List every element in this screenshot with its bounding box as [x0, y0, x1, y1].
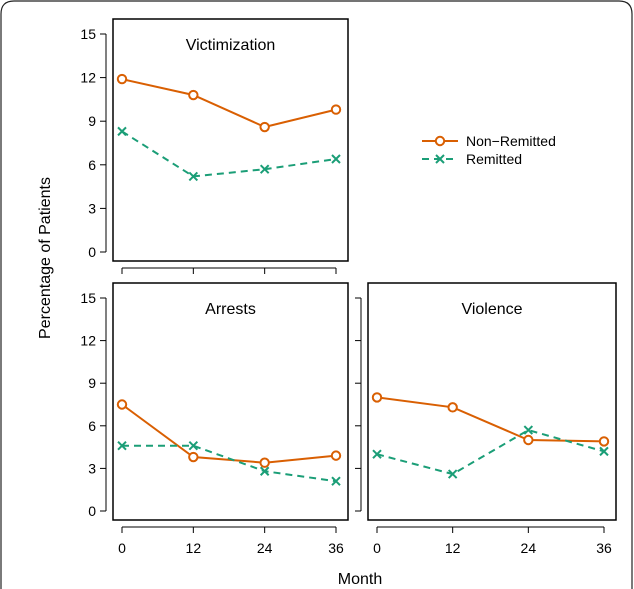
arrests-series-non-remitted [116, 399, 342, 468]
arrests-y-tick-label: 12 [80, 333, 96, 349]
arrests-point-remitted [188, 440, 199, 451]
arrests-point-remitted [331, 476, 341, 486]
arrests-point-remitted [117, 440, 127, 451]
victimization-point-remitted [331, 154, 341, 164]
victimization-title: Victimization [186, 37, 276, 54]
violence-point-non-remitted [371, 392, 383, 403]
victimization-point-non-remitted [116, 73, 128, 85]
arrests-line-remitted [122, 444, 337, 483]
arrests-y-tick-label: 15 [80, 290, 96, 306]
victimization-y-tick-label: 12 [80, 70, 96, 86]
arrests-point-remitted [259, 466, 270, 476]
violence-x-tick-label: 36 [596, 540, 612, 556]
panel-victimization: Victimization 0 3 6 9 12 15 [80, 18, 349, 274]
violence-x-axis: 0 12 24 36 [373, 526, 612, 556]
violence-y-axis [355, 297, 362, 512]
victimization-line-remitted [121, 130, 337, 178]
victimization-frame [112, 18, 349, 262]
arrests-x-tick-label: 12 [186, 540, 202, 556]
arrests-point-non-remitted [188, 451, 199, 463]
victimization-point-non-remitted [259, 121, 270, 133]
victimization-y-axis: 0 3 6 9 12 15 [80, 26, 107, 260]
arrests-y-tick-label: 9 [88, 375, 96, 391]
legend-marker-non-remitted [434, 135, 446, 147]
victimization-series-non-remitted [116, 73, 342, 133]
violence-title: Violence [461, 301, 522, 318]
victimization-y-tick-label: 9 [88, 113, 96, 129]
legend-item-non-remitted: Non−Remitted [422, 133, 556, 149]
violence-point-non-remitted [447, 402, 458, 413]
arrests-title: Arrests [205, 301, 256, 318]
arrests-series-remitted [117, 440, 341, 486]
arrests-x-axis: 0 12 24 36 [118, 526, 344, 556]
legend-label-non-remitted: Non−Remitted [466, 133, 556, 149]
violence-series-non-remitted [371, 392, 610, 447]
violence-point-remitted [523, 425, 534, 435]
violence-point-non-remitted [598, 436, 610, 447]
victimization-point-non-remitted [330, 104, 342, 115]
victimization-y-tick-label: 0 [88, 244, 96, 260]
arrests-point-non-remitted [259, 457, 270, 468]
violence-point-remitted [372, 449, 382, 459]
violence-series-remitted [372, 425, 609, 479]
arrests-point-non-remitted [330, 450, 342, 461]
legend-label-remitted: Remitted [466, 151, 522, 167]
arrests-x-tick-label: 24 [257, 540, 273, 556]
legend-marker-remitted [435, 154, 445, 164]
victimization-y-tick-label: 6 [88, 157, 96, 173]
arrests-line-non-remitted [121, 403, 337, 464]
victimization-series-remitted [117, 126, 341, 182]
victimization-point-non-remitted [188, 89, 199, 101]
y-axis-title: Percentage of Patients [37, 177, 54, 339]
violence-point-remitted [599, 446, 609, 457]
victimization-y-tick-label: 15 [80, 26, 96, 42]
arrests-frame [112, 282, 349, 521]
violence-point-non-remitted [523, 434, 534, 446]
violence-point-remitted [447, 469, 458, 479]
arrests-y-tick-label: 3 [88, 460, 96, 476]
victimization-point-remitted [188, 171, 199, 182]
arrests-y-tick-label: 6 [88, 418, 96, 434]
violence-x-tick-label: 12 [445, 540, 461, 556]
arrests-y-axis: 0 3 6 9 12 15 [80, 290, 107, 519]
violence-frame [367, 282, 617, 521]
violence-line-remitted [376, 429, 605, 476]
arrests-y-tick-label: 0 [88, 503, 96, 519]
victimization-point-remitted [117, 126, 127, 137]
victimization-point-remitted [259, 164, 270, 174]
violence-x-tick-label: 24 [521, 540, 537, 556]
arrests-x-tick-label: 0 [118, 540, 126, 556]
victimization-x-axis [121, 267, 337, 274]
victimization-y-tick-label: 3 [88, 200, 96, 216]
arrests-point-non-remitted [116, 399, 128, 410]
victimization-line-non-remitted [121, 78, 337, 129]
legend-item-remitted: Remitted [422, 151, 522, 167]
x-axis-title: Month [338, 571, 382, 588]
legend: Non−Remitted Remitted [422, 133, 556, 167]
panel-violence: Violence 0 12 24 36 [355, 282, 617, 556]
violence-x-tick-label: 0 [373, 540, 381, 556]
arrests-x-tick-label: 36 [328, 540, 344, 556]
violence-line-non-remitted [376, 396, 605, 443]
